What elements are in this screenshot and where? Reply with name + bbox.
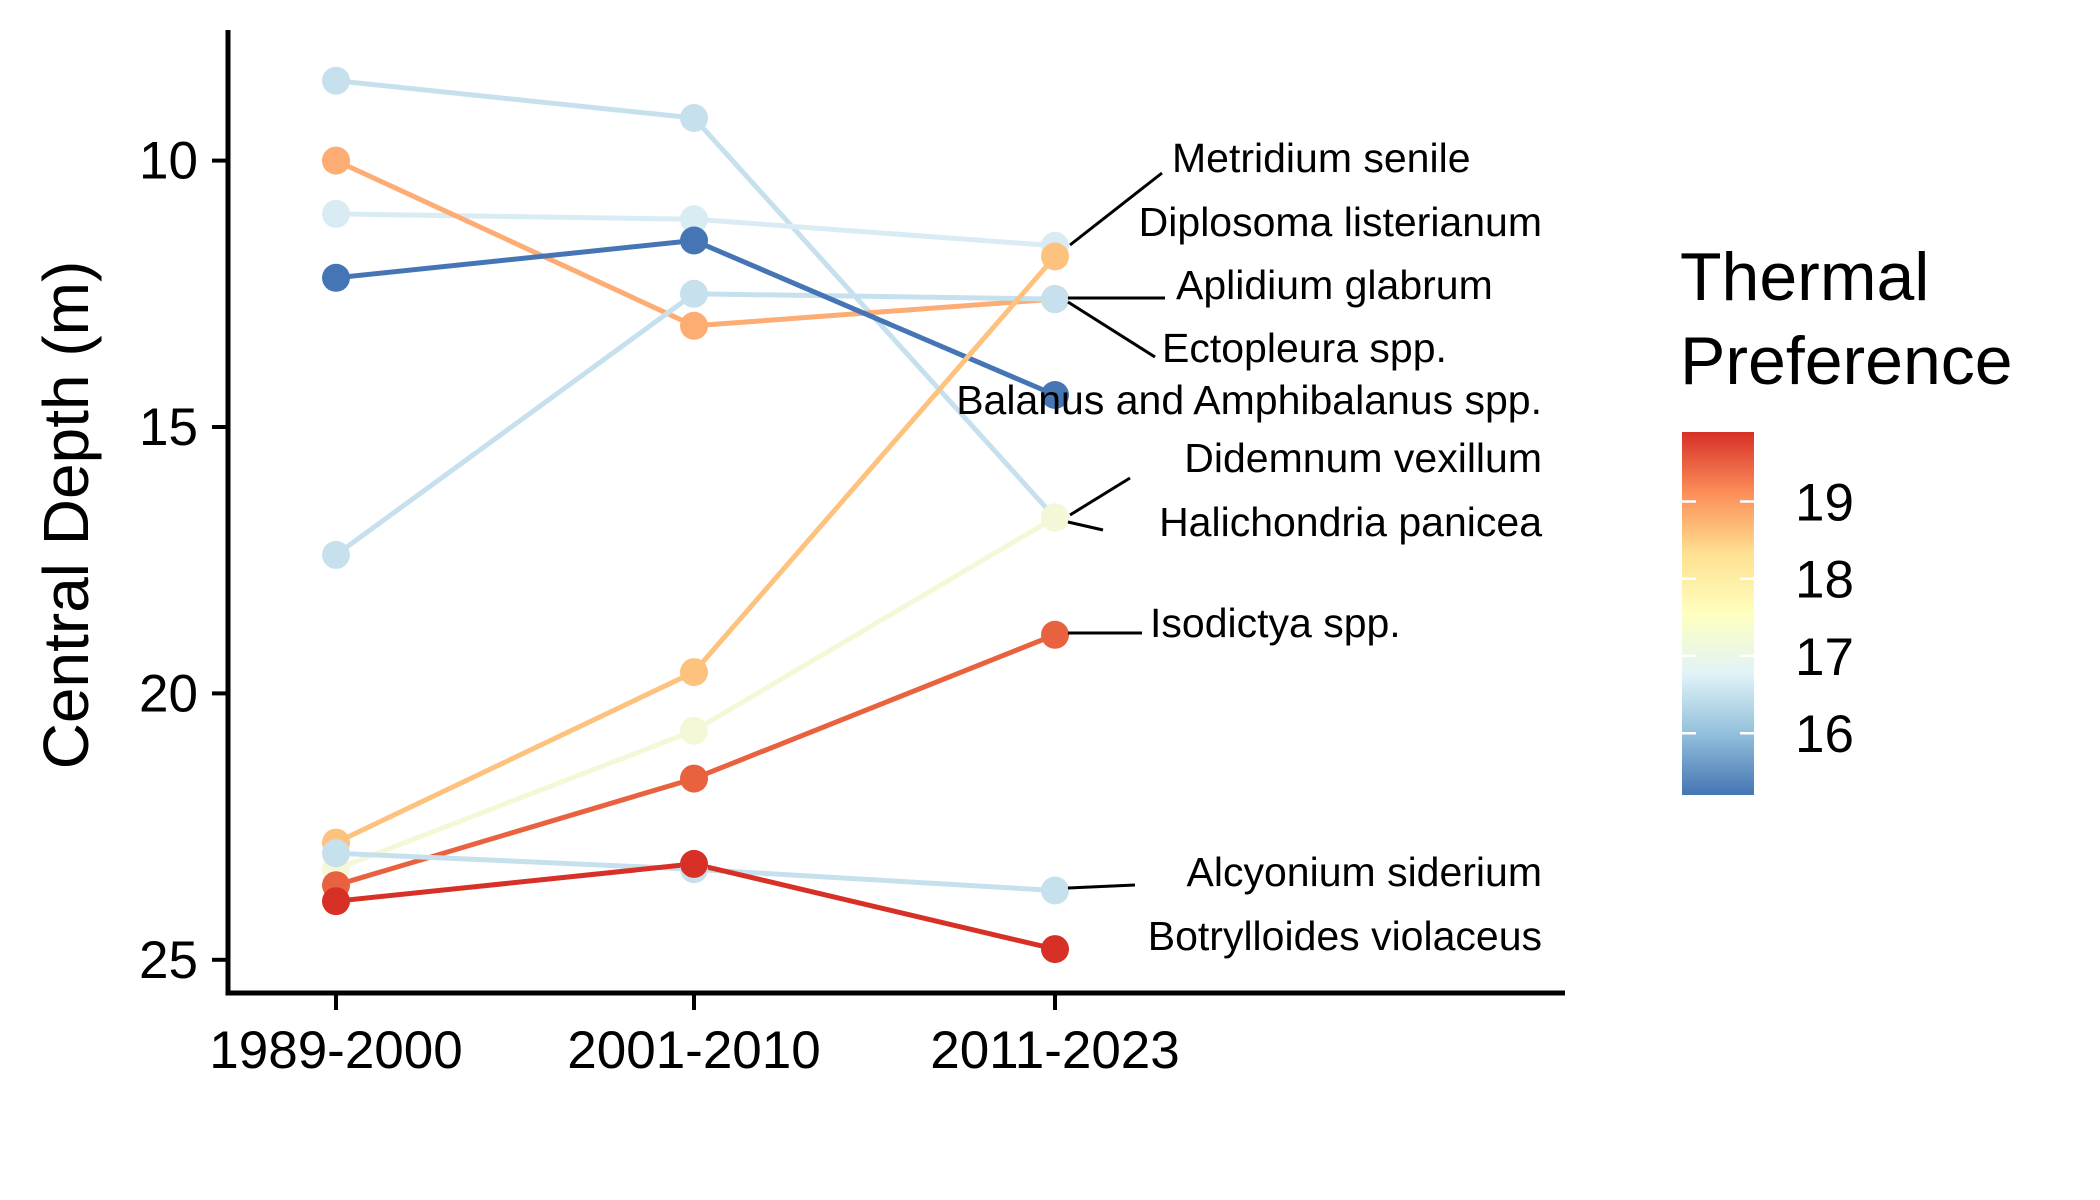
data-point-ectopleura-spp-2	[680, 279, 708, 308]
data-point-botrylloides-violaceus-1	[322, 887, 350, 916]
data-point-aplidium-glabrum-1	[322, 146, 350, 175]
y-tick-label-15: 15	[139, 398, 198, 457]
leader-line-metridium-senile	[1069, 171, 1163, 247]
species-label-halichondria-panicea: Halichondria panicea	[1159, 499, 1542, 545]
y-tick-label-25: 25	[139, 931, 198, 990]
data-point-ectopleura-spp-1	[322, 540, 350, 569]
species-label-metridium-senile: Metridium senile	[1172, 135, 1471, 181]
leader-line-halichondria-panicea	[1067, 520, 1104, 532]
species-labels-layer: Metridium senile Diplosoma listerianum Apl…	[956, 135, 1542, 959]
data-point-isodictya-spp-3	[1041, 620, 1069, 649]
label-leaders-layer	[1067, 171, 1165, 890]
data-point-botrylloides-violaceus-2	[680, 849, 708, 878]
data-point-didemnum-vexillum-2	[680, 658, 708, 687]
legend-title-line-1: Thermal	[1680, 239, 1929, 315]
legend-layer: Thermal Preference 16 17 18 19	[1680, 239, 2013, 795]
x-tick-label-2011-2023: 2011-2023	[930, 1021, 1180, 1080]
data-point-balanus-and-amphibalanus-spp-1	[322, 263, 350, 292]
data-point-balanus-and-amphibalanus-spp-3	[1041, 381, 1069, 409]
species-label-balanus-and-amphibalanus-spp: Balanus and Amphibalanus spp.	[956, 377, 1542, 423]
x-tick-label-2001-2010: 2001-2010	[567, 1021, 820, 1080]
species-label-diplosoma-listerianum: Diplosoma listerianum	[1139, 199, 1542, 245]
y-axis-title: Central Depth (m)	[30, 261, 102, 770]
legend-tick-label-18: 18	[1795, 551, 1854, 610]
legend-tick-label-17: 17	[1795, 628, 1854, 687]
data-point-isodictya-spp-2	[680, 764, 708, 793]
leader-line-alcyonium-siderium	[1067, 883, 1136, 890]
data-point-halichondria-panicea-3	[1041, 503, 1069, 532]
legend-title-line-2: Preference	[1680, 323, 2013, 399]
species-label-isodictya-spp: Isodictya spp.	[1150, 600, 1401, 646]
y-tick-label-20: 20	[139, 664, 198, 723]
legend-tick-label-19: 19	[1795, 474, 1854, 533]
species-label-ectopleura-spp: Ectopleura spp.	[1162, 325, 1447, 371]
species-label-aplidium-glabrum: Aplidium glabrum	[1176, 262, 1493, 308]
data-point-alcyonium-siderium-3	[1041, 876, 1069, 905]
species-label-alcyonium-siderium: Alcyonium siderium	[1187, 849, 1542, 895]
series-line-didemnum-vexillum	[334, 254, 1057, 845]
x-tick-label-1989-2000: 1989-2000	[209, 1021, 462, 1080]
data-point-ectopleura-spp-3	[1041, 285, 1069, 314]
data-point-halichondria-panicea-2	[680, 716, 708, 745]
leader-line-didemnum-vexillum	[1069, 476, 1131, 517]
series-points-layer	[322, 66, 1069, 964]
legend-colorbar	[1682, 432, 1754, 795]
data-point-botrylloides-violaceus-3	[1041, 935, 1069, 964]
data-point-metridium-senile-2	[680, 104, 708, 132]
data-point-didemnum-vexillum-3	[1041, 242, 1069, 271]
species-label-botrylloides-violaceus: Botrylloides violaceus	[1148, 913, 1542, 959]
data-point-diplosoma-listerianum-2	[680, 205, 708, 234]
data-point-metridium-senile-1	[322, 66, 350, 95]
species-label-didemnum-vexillum: Didemnum vexillum	[1184, 435, 1542, 481]
data-point-aplidium-glabrum-2	[680, 311, 708, 340]
legend-tick-label-16: 16	[1795, 705, 1854, 764]
data-point-alcyonium-siderium-1	[322, 839, 350, 868]
data-point-diplosoma-listerianum-1	[322, 199, 350, 228]
y-tick-label-10: 10	[139, 132, 198, 191]
series-line-halichondria-panicea	[335, 515, 1057, 872]
leader-line-ectopleura-spp	[1067, 300, 1156, 359]
data-point-balanus-and-amphibalanus-spp-2	[680, 226, 708, 255]
